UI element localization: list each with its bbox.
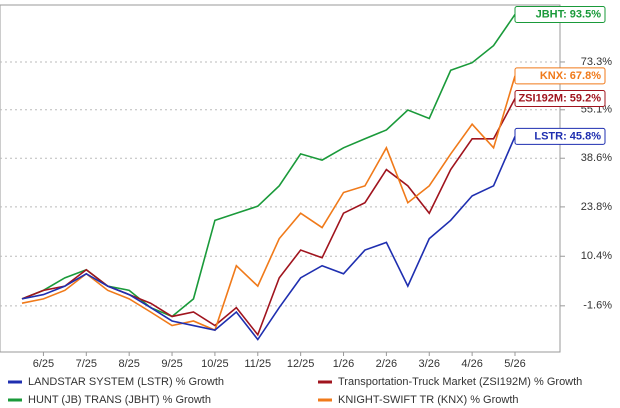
x-tick-label: 4/26 — [461, 358, 482, 370]
end-label: JBHT: 93.5% — [536, 8, 602, 20]
legend-label: Transportation-Truck Market (ZSI192M) % … — [338, 376, 582, 388]
x-tick-label: 8/25 — [118, 358, 139, 370]
y-tick-label: 23.8% — [581, 201, 612, 213]
legend-label: HUNT (JB) TRANS (JBHT) % Growth — [28, 394, 211, 406]
x-tick-label: 2/26 — [376, 358, 397, 370]
series-line — [21, 75, 516, 332]
x-tick-label: 9/25 — [161, 358, 182, 370]
end-label-box — [514, 67, 606, 85]
x-tick-label: 12/25 — [287, 358, 315, 370]
x-tick-label: 5/26 — [504, 358, 525, 370]
x-tick-label: 7/25 — [76, 358, 97, 370]
end-label-box — [514, 127, 606, 145]
x-tick-label: 3/26 — [419, 358, 440, 370]
end-label: LSTR: 45.8% — [534, 130, 601, 142]
x-tick-label: 10/25 — [201, 358, 229, 370]
end-label: KNX: 67.8% — [540, 70, 601, 82]
y-tick-label: -1.6% — [583, 300, 612, 312]
end-label: ZSI192M: 59.2% — [518, 92, 601, 104]
legend-label: KNIGHT-SWIFT TR (KNX) % Growth — [338, 394, 519, 406]
series-line — [21, 136, 516, 341]
end-label-box — [514, 90, 606, 108]
legend-label: LANDSTAR SYSTEM (LSTR) % Growth — [28, 376, 224, 388]
end-label-box — [514, 5, 606, 23]
y-tick-label: 10.4% — [581, 250, 612, 262]
x-tick-label: 11/25 — [244, 358, 271, 370]
plot-frame — [0, 4, 561, 353]
x-tick-label: 1/26 — [333, 358, 354, 370]
y-tick-label: 38.6% — [581, 152, 612, 164]
y-tick-label: 73.3% — [581, 56, 612, 68]
x-tick-label: 6/25 — [33, 358, 54, 370]
